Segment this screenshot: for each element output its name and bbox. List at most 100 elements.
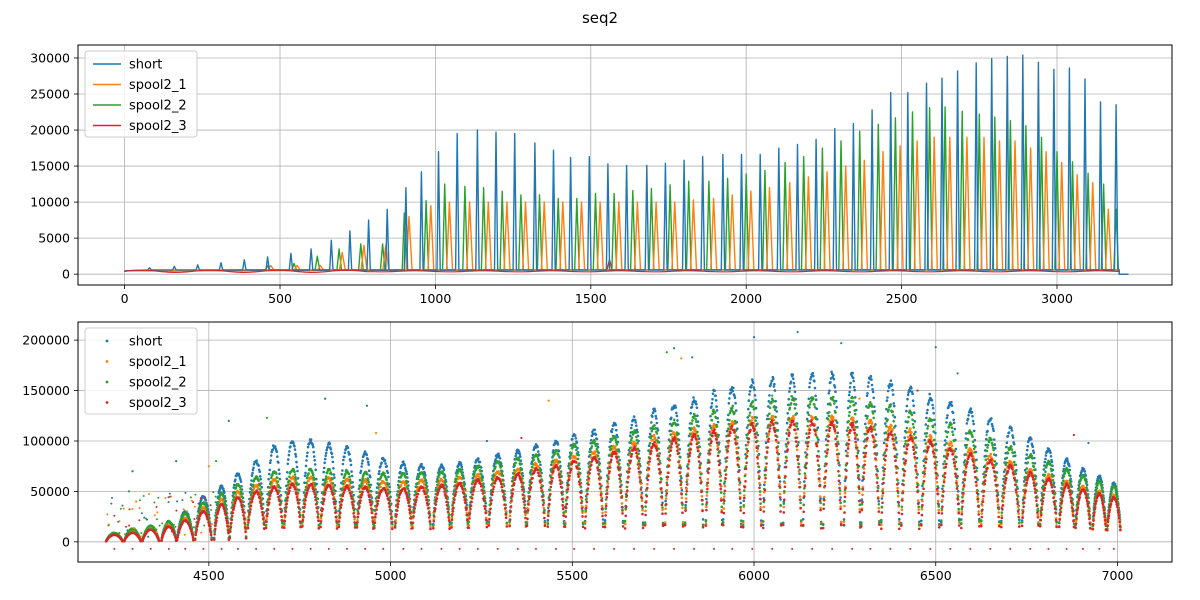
bottom-floor-point: [327, 547, 330, 550]
bottom-legend-marker-spool2_2: [105, 380, 109, 384]
top-legend-label-spool2_2: spool2_2: [129, 99, 187, 114]
bottom-floor-point: [573, 547, 576, 550]
bottom-floor-point: [131, 547, 134, 550]
bottom-outlier-point-short: [752, 336, 756, 339]
bottom-floor-point: [554, 547, 557, 550]
bottom-early-point-spool2_2: [161, 522, 164, 525]
bottom-early-point-spool2_2: [118, 531, 121, 534]
top-ytick-label: 20000: [30, 123, 70, 138]
bottom-outlier-point-spool2_2: [771, 394, 774, 397]
bottom-floor-point: [613, 547, 616, 550]
bottom-early-point-spool2_1: [155, 531, 158, 534]
bottom-floor-point: [149, 547, 152, 550]
bottom-outlier-point-spool2_3: [916, 389, 919, 392]
bottom-early-point-spool2_2: [214, 495, 217, 498]
bottom-early-point-spool2_1: [118, 520, 121, 523]
bottom-legend-label-spool2_2: spool2_2: [129, 376, 187, 391]
bottom-early-point-spool2_1: [164, 523, 167, 526]
bottom-floor-point: [1047, 547, 1050, 550]
top-ytick-label: 10000: [30, 195, 70, 210]
bottom-floor-point: [831, 547, 834, 550]
bottom-legend-label-spool2_1: spool2_1: [129, 355, 187, 370]
bottom-early-point-spool2_3: [155, 506, 158, 509]
bottom-outlier-point-spool2_1: [135, 500, 138, 503]
top-plot-frame: [77, 44, 1173, 286]
bottom-early-point-spool2_2: [145, 517, 148, 520]
bottom-floor-point: [731, 547, 734, 550]
bottom-early-point-short: [111, 496, 114, 499]
bottom-early-point-short: [168, 492, 171, 495]
top-ytick-label: 25000: [30, 87, 70, 102]
bottom-floor-point: [440, 547, 443, 550]
bottom-outlier-point-spool2_1: [207, 465, 210, 468]
bottom-early-point-short: [175, 500, 178, 503]
bottom-floor-point: [949, 547, 952, 550]
top-xtick-label: 3000: [1041, 291, 1073, 306]
bottom-floor-markers: [113, 547, 1115, 550]
bottom-ytick-label: 0: [62, 534, 70, 549]
bottom-early-point-spool2_1: [131, 507, 134, 510]
bottom-outlier-point-short: [365, 404, 369, 407]
top-series-baseline-spool2_3: [123, 269, 1120, 274]
bottom-legend-box: [84, 327, 198, 415]
bottom-early-point-spool2_3: [170, 530, 173, 533]
bottom-early-point-short: [121, 504, 124, 507]
bottom-early-point-spool2_1: [122, 507, 125, 510]
bottom-early-point-short: [167, 501, 170, 504]
bottom-early-point-short: [147, 535, 150, 538]
bottom-early-point-spool2_3: [113, 514, 116, 517]
bottom-early-point-spool2_2: [119, 507, 122, 510]
bottom-early-point-spool2_1: [186, 510, 189, 513]
bottom-early-point-spool2_3: [138, 519, 141, 522]
bottom-early-point-spool2_2: [155, 528, 158, 531]
bottom-floor-point: [633, 547, 636, 550]
bottom-early-point-spool2_2: [190, 526, 193, 529]
bottom-early-point-spool2_2: [189, 496, 192, 499]
bottom-early-point-spool2_2: [131, 530, 134, 533]
top-grid: [78, 45, 1172, 285]
bottom-early-point-spool2_2: [192, 526, 195, 529]
bottom-floor-point: [673, 547, 676, 550]
bottom-early-point-short: [167, 496, 170, 499]
bottom-legend-label-spool2_3: spool2_3: [129, 396, 187, 411]
bottom-early-point-spool2_1: [170, 495, 173, 498]
bottom-floor-point: [255, 547, 258, 550]
bottom-early-point-spool2_1: [193, 505, 196, 508]
bottom-early-point-spool2_1: [210, 523, 213, 526]
bottom-early-point-spool2_2: [203, 524, 206, 527]
bottom-floor-point: [1112, 547, 1115, 550]
bottom-outlier-point-spool2_1: [374, 431, 378, 435]
bottom-outlier-point-short: [1087, 441, 1090, 445]
bottom-early-point-spool2_3: [207, 513, 210, 516]
bottom-outlier-point-spool2_2: [215, 460, 218, 463]
bottom-early-point-spool2_2: [142, 494, 145, 497]
bottom-xtick-label: 6500: [920, 568, 952, 583]
bottom-outlier-point-short: [485, 439, 488, 443]
bottom-outlier-point-spool2_2: [127, 490, 130, 493]
bottom-early-point-spool2_2: [140, 531, 143, 534]
top-xtick-label: 2500: [886, 291, 918, 306]
bottom-floor-point: [1098, 547, 1101, 550]
bottom-early-point-spool2_3: [192, 501, 195, 504]
bottom-floor-point: [1009, 547, 1012, 550]
bottom-floor-point: [273, 547, 276, 550]
bottom-early-point-spool2_1: [156, 511, 159, 514]
bottom-floor-point: [889, 547, 892, 550]
bottom-early-point-spool2_3: [125, 525, 128, 528]
bottom-early-point-spool2_1: [133, 527, 136, 530]
bottom-early-point-spool2_2: [167, 519, 170, 522]
bottom-early-point-spool2_3: [175, 509, 178, 512]
bottom-floor-point: [202, 547, 205, 550]
bottom-floor-point: [113, 547, 116, 550]
bottom-early-point-spool2_2: [210, 508, 213, 511]
bottom-floor-point: [516, 547, 519, 550]
bottom-early-point-spool2_3: [128, 524, 131, 527]
bottom-floor-point: [382, 547, 385, 550]
bottom-floor-point: [929, 547, 932, 550]
bottom-early-point-spool2_2: [138, 499, 141, 502]
bottom-outlier-point-short: [672, 347, 676, 350]
bottom-floor-point: [791, 547, 794, 550]
bottom-xtick-label: 5500: [556, 568, 588, 583]
bottom-early-point-spool2_1: [106, 513, 109, 516]
